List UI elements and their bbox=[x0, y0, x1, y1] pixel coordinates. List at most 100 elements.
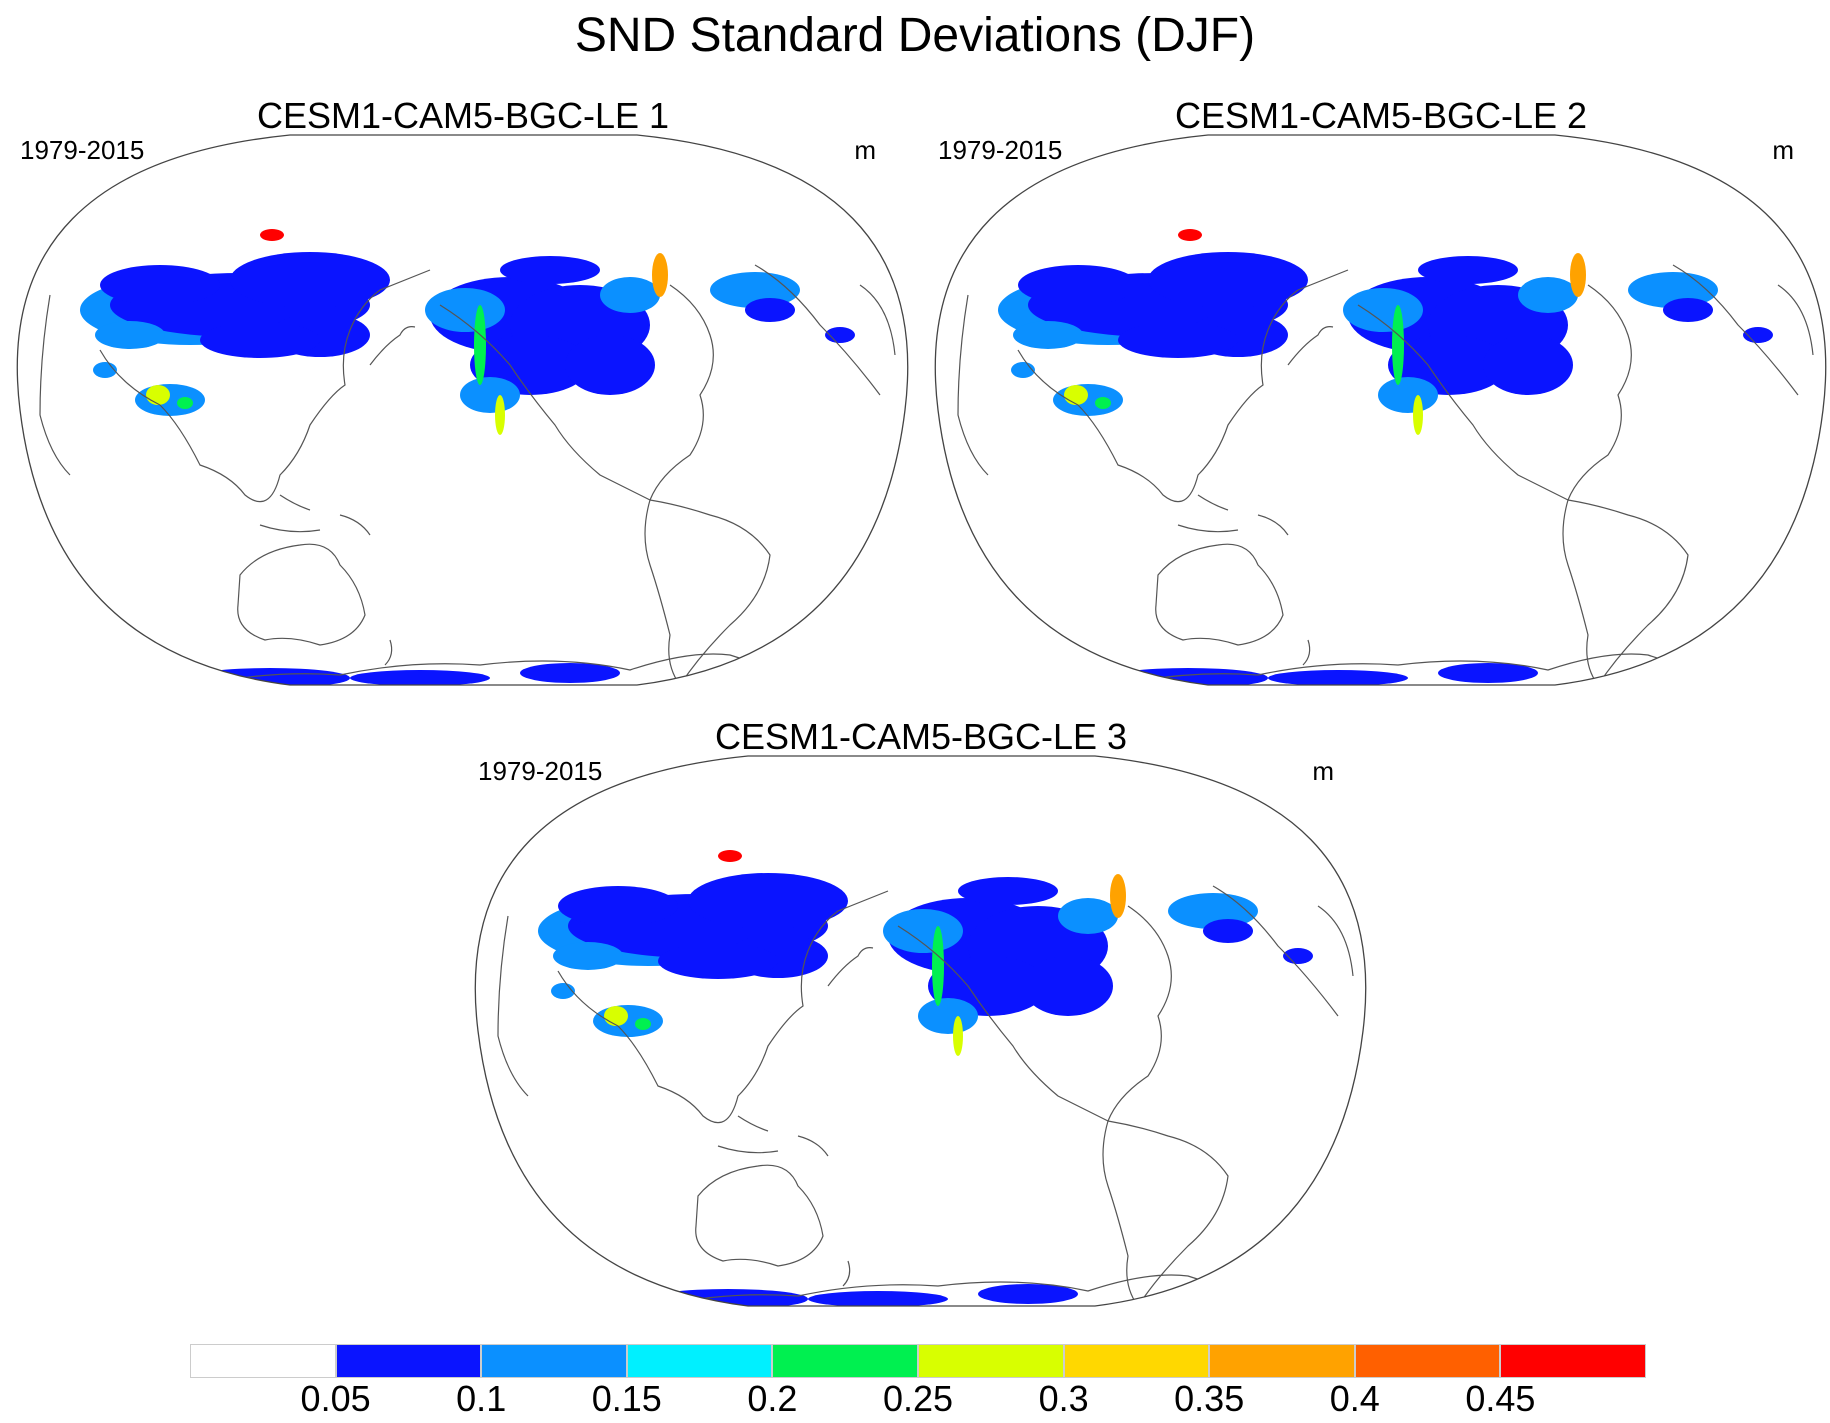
colorbar-swatch bbox=[1354, 1344, 1501, 1378]
colorbar-tick-label: 0.2 bbox=[747, 1378, 798, 1419]
snow-region bbox=[146, 385, 170, 405]
snow-region bbox=[958, 877, 1058, 905]
snow-region bbox=[1058, 898, 1118, 934]
coastline bbox=[1212, 885, 1339, 1017]
map-panel-3: CESM1-CAM5-BGC-LE 3 1979-2015 m bbox=[468, 716, 1374, 1316]
snow-region bbox=[177, 397, 193, 409]
snow-region bbox=[1392, 305, 1404, 385]
snow-region bbox=[1663, 298, 1713, 322]
coastline bbox=[1107, 905, 1172, 1122]
coastline bbox=[897, 925, 1109, 1122]
snow-region bbox=[1178, 229, 1202, 241]
snow-region bbox=[918, 998, 978, 1034]
snow-region bbox=[558, 886, 678, 926]
snow-region bbox=[553, 942, 623, 970]
coastline bbox=[259, 494, 371, 536]
coastline bbox=[237, 543, 366, 646]
panel-title: CESM1-CAM5-BGC-LE 3 bbox=[714, 716, 1128, 757]
coastline bbox=[1672, 264, 1799, 396]
snow-region bbox=[635, 1018, 651, 1030]
snow-region bbox=[200, 322, 320, 358]
snow-region bbox=[350, 670, 490, 685]
snow-region bbox=[1518, 277, 1578, 313]
coastline bbox=[439, 304, 651, 501]
coastline bbox=[39, 269, 431, 503]
coastline bbox=[695, 1164, 824, 1267]
colorbar-swatch bbox=[1063, 1344, 1210, 1378]
colorbar-tick-label: 0.45 bbox=[1465, 1378, 1536, 1419]
snow-region bbox=[1064, 385, 1088, 405]
snow-region bbox=[1658, 675, 1758, 685]
snow-region bbox=[1023, 956, 1113, 1016]
snow-region bbox=[565, 335, 655, 395]
snow-region bbox=[932, 926, 944, 1006]
coastline bbox=[1777, 284, 1814, 356]
snow-region bbox=[658, 943, 778, 979]
snow-region bbox=[460, 377, 520, 413]
snow-region bbox=[230, 252, 390, 308]
colorbar-tick-label: 0.05 bbox=[300, 1378, 371, 1419]
colorbar bbox=[190, 1344, 1646, 1378]
snow-region bbox=[425, 288, 505, 332]
coastline bbox=[1567, 284, 1632, 501]
snow-region bbox=[883, 909, 963, 953]
snow-region bbox=[604, 1006, 628, 1026]
snow-region bbox=[1053, 384, 1123, 416]
colorbar-tick-label: 0.35 bbox=[1174, 1378, 1245, 1419]
map-frame bbox=[474, 755, 1367, 1307]
coastline bbox=[1102, 1120, 1229, 1306]
coastline bbox=[842, 1260, 851, 1287]
colorbar-tick-label: 0.4 bbox=[1329, 1378, 1380, 1419]
colorbar-swatch bbox=[1500, 1344, 1646, 1378]
coastline bbox=[1177, 494, 1289, 536]
snow-region bbox=[718, 850, 742, 862]
colorbar-tick-label: 0.25 bbox=[882, 1378, 954, 1419]
coastline bbox=[859, 284, 896, 356]
snow-region bbox=[100, 265, 220, 305]
coastline bbox=[649, 284, 714, 501]
map-panel-1: CESM1-CAM5-BGC-LE 1 1979-2015 m bbox=[10, 95, 916, 695]
snow-region bbox=[593, 1005, 663, 1037]
colorbar-swatch bbox=[918, 1344, 1064, 1378]
snow-region bbox=[740, 675, 840, 685]
units-label: m bbox=[854, 135, 876, 165]
snow-region bbox=[652, 253, 668, 297]
coastline bbox=[1357, 304, 1569, 501]
panel-title: CESM1-CAM5-BGC-LE 2 bbox=[1174, 95, 1588, 136]
colorbar-tick-label: 0.3 bbox=[1038, 1378, 1089, 1419]
coastline bbox=[644, 499, 771, 685]
snow-region bbox=[1413, 395, 1423, 435]
coastline bbox=[384, 639, 393, 666]
snow-region bbox=[474, 305, 486, 385]
map-frame bbox=[16, 134, 909, 686]
snow-region bbox=[688, 873, 848, 929]
map-canvas bbox=[474, 755, 1367, 1307]
snow-region bbox=[1148, 252, 1308, 308]
map-panel-2: CESM1-CAM5-BGC-LE 2 1979-2015 m bbox=[928, 95, 1830, 695]
snow-region bbox=[1283, 948, 1313, 964]
snow-field bbox=[957, 229, 1814, 685]
coastline bbox=[957, 269, 1349, 503]
snow-region bbox=[1418, 256, 1518, 284]
snow-region bbox=[600, 277, 660, 313]
coastline bbox=[1155, 543, 1284, 646]
colorbar-swatch bbox=[190, 1344, 336, 1378]
snow-region bbox=[95, 321, 165, 349]
snow-region bbox=[745, 298, 795, 322]
colorbar-tick-label: 0.15 bbox=[591, 1378, 662, 1419]
coastline bbox=[1302, 639, 1311, 666]
snow-region bbox=[1268, 670, 1408, 685]
figure-title: SND Standard Deviations (DJF) bbox=[574, 9, 1256, 62]
snow-region bbox=[495, 395, 505, 435]
map-canvas bbox=[934, 134, 1827, 686]
snow-region bbox=[1438, 663, 1538, 683]
period-label: 1979-2015 bbox=[938, 135, 1063, 165]
snow-region bbox=[1018, 265, 1138, 305]
coastline bbox=[717, 1115, 829, 1157]
panel-title: CESM1-CAM5-BGC-LE 1 bbox=[256, 95, 670, 136]
colorbar-swatch bbox=[626, 1344, 773, 1378]
colorbar-swatch bbox=[772, 1344, 918, 1378]
snow-region bbox=[500, 256, 600, 284]
snow-region bbox=[260, 229, 284, 241]
coastline bbox=[369, 326, 416, 366]
